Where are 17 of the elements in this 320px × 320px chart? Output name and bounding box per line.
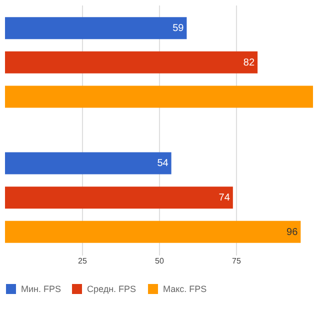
legend-label: Макс. FPS <box>163 284 207 294</box>
data-label: 59 <box>172 23 184 34</box>
bar <box>5 86 313 108</box>
data-label: 82 <box>243 57 255 68</box>
bar <box>5 220 301 243</box>
x-tick-label: 50 <box>155 256 164 266</box>
x-tick-label: 75 <box>232 256 242 266</box>
bar <box>5 152 172 174</box>
data-label: 74 <box>218 192 230 204</box>
data-label: 96 <box>286 226 298 238</box>
data-label: 54 <box>157 158 169 170</box>
legend-label: Средн. FPS <box>87 284 136 294</box>
x-tick-label: 25 <box>78 256 88 266</box>
bar <box>5 17 187 40</box>
bar <box>5 51 258 74</box>
legend-label: Мин. FPS <box>21 284 61 294</box>
bar <box>5 186 233 209</box>
